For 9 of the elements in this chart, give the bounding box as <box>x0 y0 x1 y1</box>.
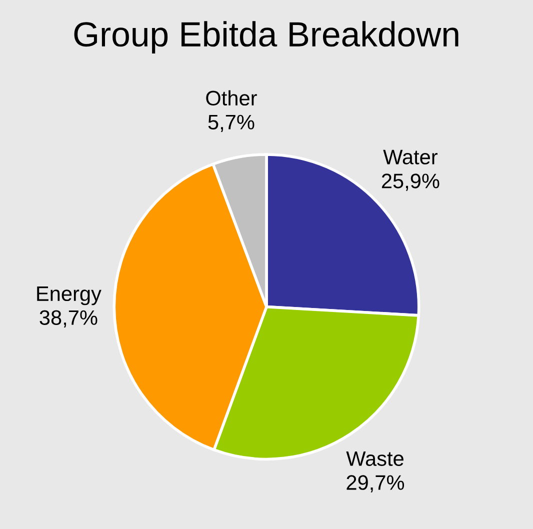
data-label: 29,7% <box>346 475 404 492</box>
chart-title: Group Ebitda Breakdown <box>74 21 458 54</box>
slice-label: Other <box>206 90 257 106</box>
data-label: 5,7% <box>208 114 254 132</box>
data-label: 25,9% <box>382 174 440 191</box>
slice-label: Energy <box>37 286 102 306</box>
data-label: 38,7% <box>40 310 98 328</box>
slice-label: Water <box>383 150 438 164</box>
slice-label: Waste <box>346 451 404 466</box>
